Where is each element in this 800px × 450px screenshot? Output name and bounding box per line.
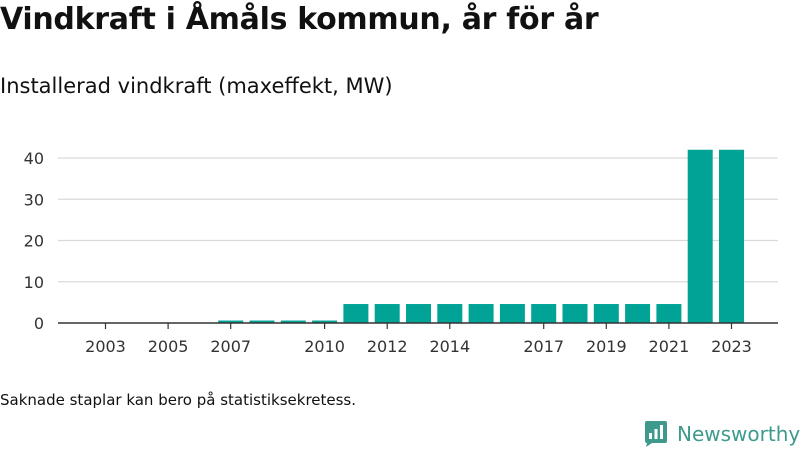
x-tick-label: 2010 [304,337,345,356]
bar-2007 [218,320,244,323]
y-tick-label: 40 [24,149,44,168]
y-tick-label: 10 [24,273,44,292]
bars [218,149,744,323]
bar-2009 [280,320,306,323]
x-tick-label: 2005 [148,337,189,356]
newsworthy-logo-icon [645,421,667,447]
bar-2019 [593,304,619,323]
chart-title: Vindkraft i Åmåls kommun, år för år [0,2,599,37]
bar-2012 [374,304,400,323]
bar-2018 [562,304,588,323]
x-tick-label: 2023 [711,337,752,356]
bar-2021 [656,304,682,323]
y-tick-label: 20 [24,232,44,251]
chart-subtitle: Installerad vindkraft (maxeffekt, MW) [0,74,393,98]
bar-2010 [312,320,338,323]
bar-2011 [343,304,369,323]
bar-2020 [625,304,651,323]
bar-2023 [719,149,744,323]
bar-2022 [687,149,713,323]
x-tick-label: 2021 [649,337,690,356]
bar-2017 [531,304,557,323]
gridlines [58,157,778,283]
y-axis-tick-labels: 0 10 20 30 40 [24,149,44,333]
x-tick-label: 2017 [523,337,564,356]
bar-2015 [468,304,494,323]
x-tick-label: 2007 [210,337,251,356]
bar-2016 [499,304,525,323]
x-tick-label: 2003 [85,337,126,356]
x-tick-label: 2014 [429,337,470,356]
y-tick-label: 0 [34,314,44,333]
bar-2008 [249,320,275,323]
x-tick-label: 2012 [367,337,408,356]
y-tick-label: 30 [24,190,44,209]
brand-logo[interactable]: Newsworthy [644,420,800,448]
footnote: Saknade staplar kan bero på statistiksek… [0,391,357,409]
bar-2014 [437,304,463,323]
x-axis: 2003 2005 2007 2010 2012 2014 2017 2019 2021 2023 [58,322,778,356]
bar-2013 [406,304,431,323]
brand-name: Newsworthy [677,422,800,446]
x-tick-label: 2019 [586,337,627,356]
